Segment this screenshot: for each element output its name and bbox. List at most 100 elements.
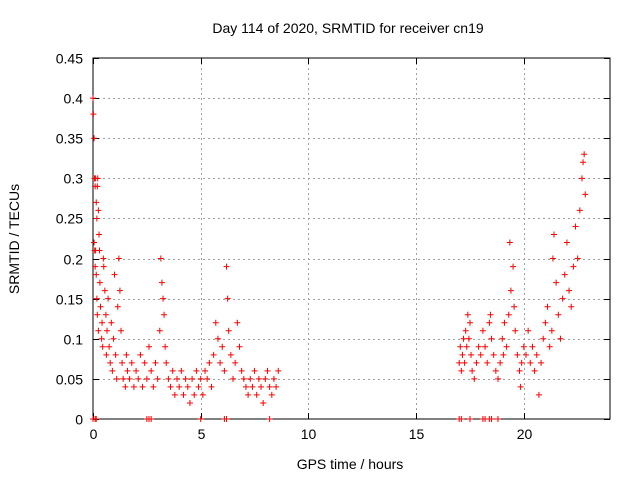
grid — [93, 58, 610, 419]
data-point — [499, 335, 506, 342]
data-point — [148, 367, 155, 374]
data-point — [123, 351, 130, 358]
data-point — [533, 351, 540, 358]
x-axis-label: GPS time / hours — [297, 456, 404, 472]
data-point — [469, 367, 476, 374]
data-point — [249, 383, 256, 390]
data-point — [484, 359, 491, 366]
data-point — [486, 319, 493, 326]
y-tick-label: 0.05 — [56, 372, 83, 388]
data-point — [240, 375, 247, 382]
data-point — [457, 343, 464, 350]
data-point — [174, 375, 181, 382]
x-tick-label: 10 — [301, 426, 317, 442]
data-point — [162, 343, 169, 350]
data-point — [580, 159, 587, 166]
data-point — [110, 335, 117, 342]
y-tick-label: 0.45 — [56, 51, 83, 67]
data-point — [516, 367, 523, 374]
data-point — [165, 375, 172, 382]
data-point — [180, 391, 187, 398]
data-point — [466, 319, 473, 326]
data-point — [576, 207, 583, 214]
y-tick-label: 0.4 — [64, 91, 84, 107]
data-point — [126, 375, 133, 382]
data-point — [223, 263, 230, 270]
data-point — [549, 255, 556, 262]
data-point — [517, 383, 524, 390]
data-point — [492, 367, 499, 374]
data-point — [459, 351, 466, 358]
data-point — [224, 295, 231, 302]
data-point — [217, 359, 224, 366]
data-point — [572, 223, 579, 230]
data-point — [193, 367, 200, 374]
data-point — [163, 359, 170, 366]
data-point — [191, 391, 198, 398]
data-point — [234, 319, 241, 326]
data-point — [236, 343, 243, 350]
data-point — [464, 311, 471, 318]
data-point — [99, 343, 106, 350]
data-point — [184, 383, 191, 390]
data-point — [98, 335, 105, 342]
data-point — [247, 375, 254, 382]
data-point — [135, 375, 142, 382]
data-point — [124, 367, 131, 374]
data-point — [189, 375, 196, 382]
data-point — [494, 375, 501, 382]
data-point — [102, 311, 109, 318]
data-point — [559, 295, 566, 302]
data-point — [119, 359, 126, 366]
axis-ticks — [93, 58, 610, 420]
data-point — [103, 351, 110, 358]
data-point — [245, 391, 252, 398]
data-point — [108, 319, 115, 326]
data-point — [582, 191, 589, 198]
data-point — [482, 343, 489, 350]
data-point — [253, 391, 260, 398]
data-point — [105, 295, 112, 302]
data-point — [93, 199, 100, 206]
data-point — [518, 359, 525, 366]
data-point — [525, 327, 532, 334]
y-tick-label: 0.25 — [56, 211, 83, 227]
data-point — [95, 327, 102, 334]
data-point — [471, 375, 478, 382]
data-point — [548, 327, 555, 334]
data-point — [503, 343, 510, 350]
data-point — [540, 335, 547, 342]
y-tick-label: 0.3 — [64, 171, 84, 187]
y-tick-label: 0 — [75, 412, 83, 428]
data-point — [230, 375, 237, 382]
y-tick-label: 0.1 — [64, 332, 84, 348]
x-tick-label: 5 — [198, 426, 206, 442]
data-point — [223, 416, 230, 422]
y-axis-label: SRMTID / TECUs — [6, 184, 22, 294]
data-point — [488, 416, 495, 422]
data-point — [109, 367, 116, 374]
data-point — [116, 287, 123, 294]
data-point — [500, 351, 507, 358]
data-point — [160, 295, 167, 302]
data-point — [94, 175, 101, 182]
data-point — [214, 335, 221, 342]
data-point — [557, 335, 564, 342]
data-point — [107, 359, 114, 366]
data-point — [456, 359, 463, 366]
data-point — [266, 383, 273, 390]
data-point — [520, 343, 527, 350]
data-point — [96, 231, 103, 238]
data-point — [468, 351, 475, 358]
data-point — [505, 311, 512, 318]
data-point — [550, 231, 557, 238]
data-point — [122, 383, 129, 390]
data-point — [146, 343, 153, 350]
data-point — [100, 255, 107, 262]
data-point — [95, 207, 102, 214]
data-point — [460, 335, 467, 342]
data-point — [204, 375, 211, 382]
data-point — [161, 311, 168, 318]
data-point — [186, 399, 193, 406]
